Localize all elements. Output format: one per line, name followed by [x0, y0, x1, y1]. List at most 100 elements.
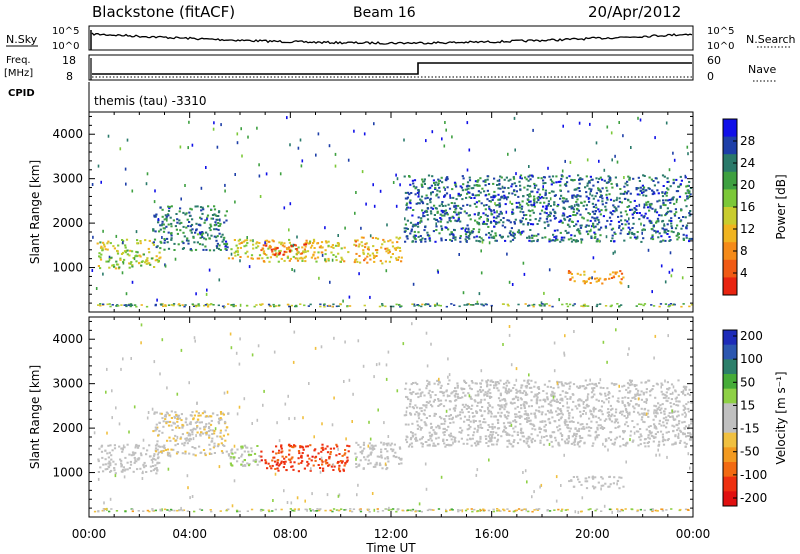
range-tick-label: 4000 [52, 332, 83, 346]
colorbar-tick-label: 16 [740, 200, 755, 214]
freq-trace [92, 62, 692, 75]
time-tick-label: 00:00 [72, 527, 107, 541]
range-axis-label: Slant Range [km] [28, 160, 42, 264]
colorbar-tick-label: 200 [740, 329, 763, 343]
nave-label: Nave [748, 63, 776, 76]
velocity-panel-frame [88, 316, 694, 518]
radar-title: Blackstone (fitACF) [92, 3, 235, 21]
noise-tick-low-right: 10^0 [707, 41, 734, 52]
colorbar-tick-label: -100 [740, 468, 767, 482]
velocity-echo-region-4 [354, 441, 403, 471]
colorbar-swatch [723, 242, 737, 261]
range-tick-label: 3000 [52, 172, 83, 186]
colorbar-label: Power [dB] [774, 174, 788, 239]
colorbar-tick-label: 24 [740, 156, 755, 170]
velocity-scatter [93, 322, 691, 514]
range-tick-label: 2000 [52, 421, 83, 435]
velocity-echoes [97, 379, 693, 490]
time-axis-label: Time UT [365, 541, 416, 554]
colorbar-tick-label: 20 [740, 178, 755, 192]
colorbar-swatch [723, 374, 737, 390]
colorbar-swatch [723, 330, 737, 346]
power-echo-region-5 [403, 174, 693, 243]
range-tick-label: 4000 [52, 127, 83, 141]
power-echo-region-0 [96, 238, 162, 270]
velocity-echo-region-2 [227, 444, 262, 467]
range-axis-label: Slant Range [km] [28, 365, 42, 469]
noise-panel-frame [88, 25, 694, 51]
freq-unit: [MHz] [4, 68, 33, 79]
colorbar-tick-label: 8 [740, 244, 748, 258]
colorbar-swatch [723, 418, 737, 434]
power-echo-region-2 [227, 238, 350, 263]
range-tick-label: 1000 [52, 466, 83, 480]
power-colorbar: 4 8 12 16 20 24 28 Power [dB] [722, 118, 788, 296]
colorbar-tick-label: -200 [740, 491, 767, 505]
colorbar-swatch [723, 344, 737, 360]
colorbar-tick-label: 28 [740, 134, 755, 148]
noise-tick-high-right: 10^5 [707, 26, 734, 37]
colorbar-swatch [723, 462, 737, 478]
range-tick-label: 2000 [52, 216, 83, 230]
noise-tick-low-left: 10^0 [52, 41, 79, 52]
colorbar-swatch [723, 207, 737, 226]
colorbar-swatch [723, 491, 737, 507]
colorbar-label: Velocity [m s⁻¹] [774, 371, 788, 464]
nave-tick-high: 60 [707, 54, 721, 67]
time-tick-label: 20:00 [575, 527, 610, 541]
power-echo-region-6 [567, 270, 625, 285]
colorbar-tick-label: 12 [740, 222, 755, 236]
freq-tick-low: 8 [66, 70, 73, 83]
range-tick-label: 1000 [52, 261, 83, 275]
nsky-label: N.Sky [6, 33, 38, 46]
time-tick-label: 16:00 [474, 527, 509, 541]
power-echoes [96, 174, 693, 285]
velocity-echo-region-0 [97, 443, 162, 475]
velocity-echo-region-3 [260, 443, 351, 473]
noise-tick-high-left: 10^5 [52, 26, 79, 37]
power-scatter [91, 116, 694, 309]
time-tick-label: 08:00 [273, 527, 308, 541]
cpid-text: themis (tau) -3310 [94, 94, 207, 108]
power-echo-region-1 [152, 205, 229, 252]
beam-title: Beam 16 [353, 5, 416, 21]
range-tick-label: 3000 [52, 377, 83, 391]
cpid-label: CPID [8, 88, 35, 99]
colorbar-swatch [723, 447, 737, 463]
time-axis: 00:00 04:00 08:00 12:00 16:00 20:00 00:00 [72, 527, 711, 541]
colorbar-swatch [723, 432, 737, 448]
colorbar-swatch [723, 171, 737, 190]
velocity-axis: 1000 2000 3000 4000 Slant Range [km] [28, 317, 694, 518]
power-echo-region-3 [260, 243, 308, 256]
velocity-colorbar: 200 100 50 15 -15 -50 -100 -200 Velocity [m s⁻¹] [722, 329, 788, 507]
nsearch-label: N.Search [746, 33, 796, 46]
time-tick-label: 04:00 [172, 527, 207, 541]
colorbar-swatch [723, 259, 737, 278]
power-axis: 1000 2000 3000 4000 Slant Range [km] [28, 112, 694, 313]
freq-label: Freq. [6, 55, 31, 66]
colorbar-swatch [723, 224, 737, 243]
freq-tick-high: 18 [62, 54, 76, 67]
freq-panel-frame [88, 54, 694, 81]
colorbar-swatch [723, 119, 737, 138]
colorbar-swatch [723, 277, 737, 296]
date-title: 20/Apr/2012 [588, 3, 681, 21]
colorbar-swatch [723, 154, 737, 173]
colorbar-tick-label: 50 [740, 375, 755, 389]
colorbar-swatch [723, 476, 737, 492]
colorbar-tick-label: -50 [740, 445, 760, 459]
colorbar-swatch [723, 136, 737, 155]
colorbar-swatch [723, 189, 737, 208]
velocity-echo-region-5 [403, 379, 693, 448]
colorbar-tick-label: 15 [740, 398, 755, 412]
colorbar-swatch [723, 359, 737, 375]
noise-sky-trace [91, 32, 693, 45]
nave-tick-low: 0 [707, 70, 714, 83]
velocity-echo-region-6 [568, 475, 625, 490]
colorbar-swatch [723, 403, 737, 419]
colorbar-swatch [723, 388, 737, 404]
colorbar-tick-label: -15 [740, 422, 760, 436]
power-echo-region-4 [353, 236, 403, 265]
colorbar-tick-label: 100 [740, 352, 763, 366]
